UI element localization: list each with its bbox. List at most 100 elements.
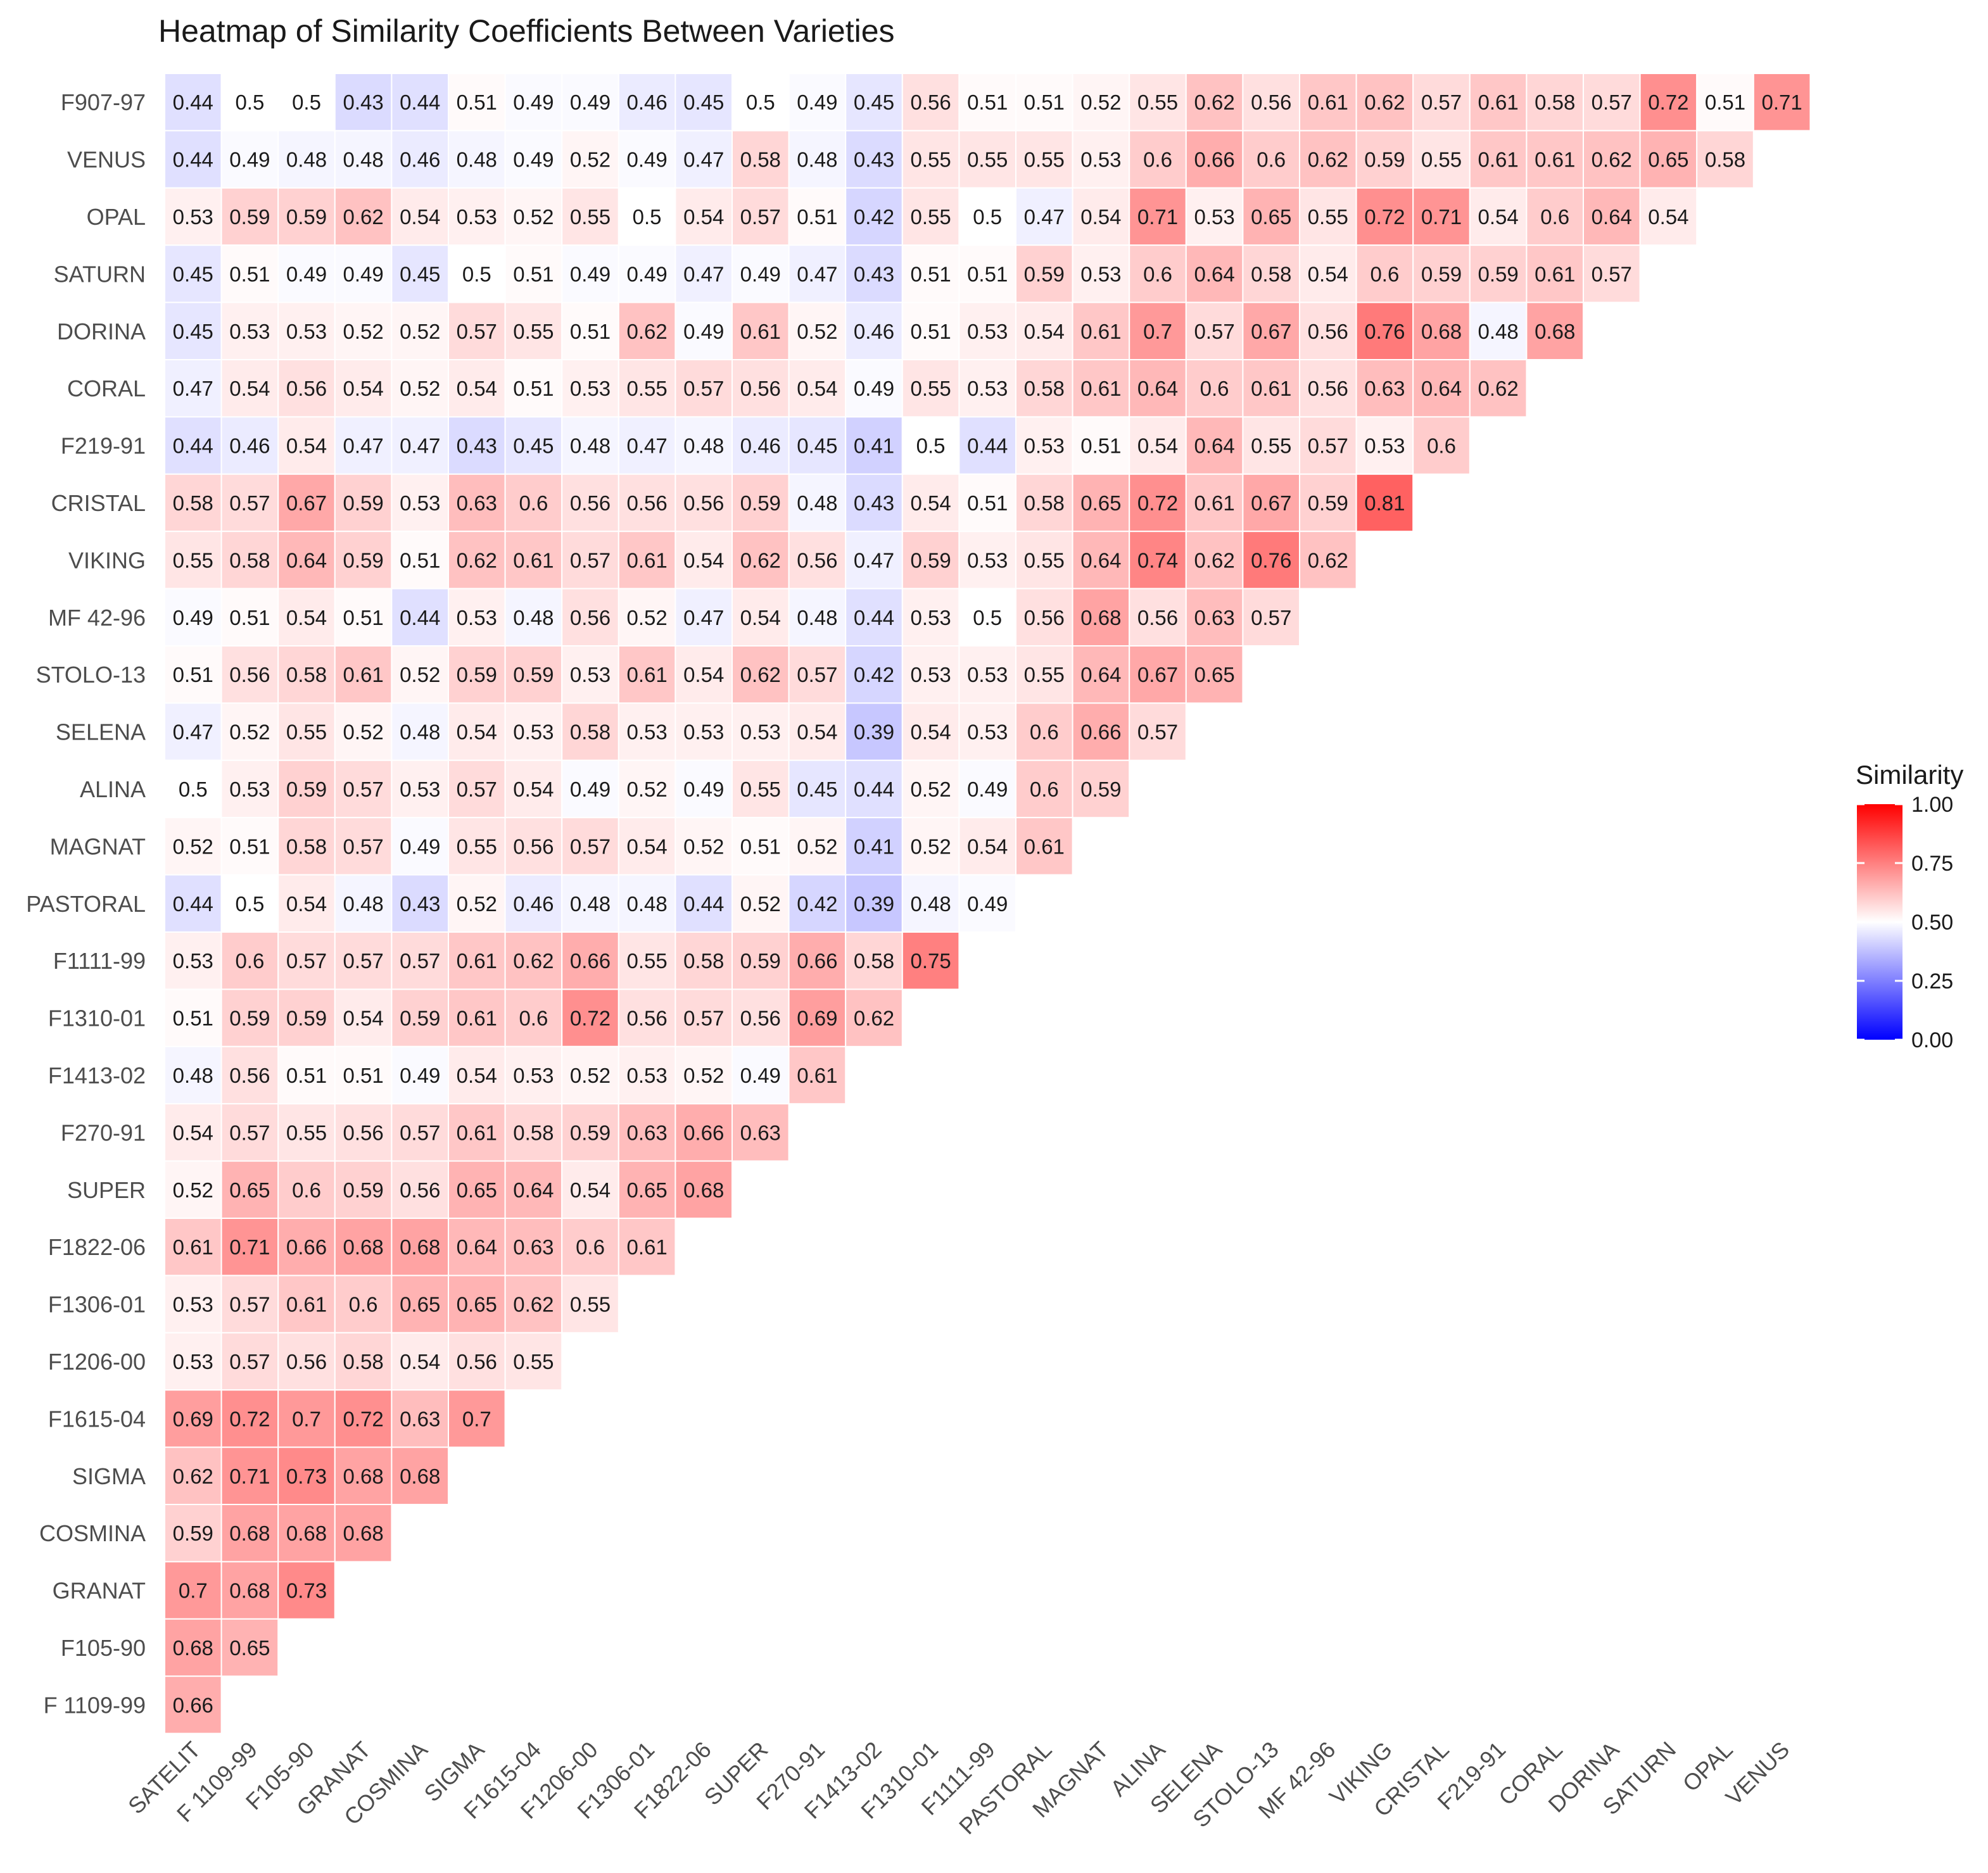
cell-value-label: 0.63 [1194,606,1234,629]
cell-value-label: 0.59 [286,1007,327,1030]
cell-value-label: 0.47 [626,434,667,458]
heatmap-cell [277,874,336,933]
cell-value-label: 0.55 [1137,91,1178,114]
heatmap-cell [1469,244,1528,303]
row-tick-label: VIKING [68,547,146,573]
cell-value-label: 0.71 [229,1465,270,1488]
heatmap-cell [220,187,279,246]
cell-value-label: 0.52 [570,1064,611,1087]
cell-value-label: 0.39 [854,721,894,744]
cell-value-label: 0.67 [286,491,327,515]
heatmap-cell [617,1103,676,1162]
heatmap-cell [845,187,903,246]
cell-value-label: 0.7 [1143,320,1172,343]
row-tick-label: F1310-01 [48,1006,146,1031]
cell-value-label: 0.49 [797,91,837,114]
heatmap-cell [164,1504,222,1563]
heatmap-cell [617,817,676,876]
heatmap-cell [1129,244,1187,303]
heatmap-cell [1072,187,1130,246]
cell-value-label: 0.61 [1308,91,1348,114]
heatmap-cell [504,531,563,590]
cell-value-label: 0.57 [1137,721,1178,744]
cell-value-label: 0.49 [854,377,894,400]
heatmap-cell [391,1332,450,1391]
cell-value-label: 0.53 [967,377,1008,400]
heatmap-cell [901,473,960,533]
heatmap-cell [448,73,506,132]
cell-value-label: 0.55 [286,1121,327,1144]
heatmap-cell [788,759,847,819]
cell-value-label: 0.53 [173,205,213,229]
heatmap-cell [164,1160,222,1219]
heatmap-cell [1072,359,1130,418]
heatmap-cell [504,130,563,189]
cell-value-label: 0.57 [400,1121,440,1144]
cell-value-label: 0.49 [400,1064,440,1087]
cell-value-label: 0.58 [570,721,611,744]
cell-value-label: 0.57 [570,835,611,858]
cell-value-label: 0.63 [513,1235,554,1259]
heatmap-cell [788,473,847,533]
cell-value-label: 0.53 [570,663,611,686]
cell-value-label: 0.51 [513,377,554,400]
cell-value-label: 0.49 [626,148,667,172]
cell-value-label: 0.56 [626,1007,667,1030]
heatmap-cell [277,1504,336,1563]
heatmap-cell [277,817,336,876]
cell-value-label: 0.6 [1030,721,1059,744]
cell-value-label: 0.56 [1137,606,1178,629]
cell-value-label: 0.57 [229,491,270,515]
heatmap-cell [901,416,960,475]
heatmap-cell [901,359,960,418]
heatmap-cell [1355,187,1414,246]
cell-value-label: 0.5 [916,434,946,458]
cell-value-label: 0.57 [1592,262,1632,286]
cell-value-label: 0.72 [1364,205,1405,229]
cell-value-label: 0.61 [1024,835,1065,858]
heatmap-cell [1015,73,1073,132]
cell-value-label: 0.52 [683,835,724,858]
cell-value-label: 0.64 [457,1235,497,1259]
cell-value-label: 0.52 [797,320,837,343]
heatmap-cell [277,531,336,590]
cell-value-label: 0.59 [570,1121,611,1144]
cell-value-label: 0.48 [797,606,837,629]
cell-value-label: 0.52 [400,377,440,400]
cell-value-label: 0.52 [910,778,951,801]
heatmap-cell [617,301,676,361]
heatmap-cell [731,301,790,361]
heatmap-cell [277,931,336,990]
heatmap-cell [334,531,393,590]
cell-value-label: 0.67 [1137,663,1178,686]
cell-value-label: 0.59 [740,949,781,973]
cell-value-label: 0.53 [967,320,1008,343]
heatmap-cell [845,531,903,590]
heatmap-cell [617,1218,676,1277]
cell-value-label: 0.46 [740,434,781,458]
cell-value-label: 0.51 [173,1007,213,1030]
cell-value-label: 0.53 [400,778,440,801]
cell-value-label: 0.51 [570,320,611,343]
cell-value-label: 0.53 [1080,262,1121,286]
heatmap-cell [504,359,563,418]
cell-value-label: 0.48 [570,892,611,916]
cell-value-label: 0.43 [400,892,440,916]
cell-value-label: 0.61 [1080,320,1121,343]
cell-value-label: 0.51 [1024,91,1065,114]
cell-value-label: 0.59 [1364,148,1405,172]
heatmap-cell [220,1332,279,1391]
cell-value-label: 0.55 [1024,663,1065,686]
heatmap-cell [901,73,960,132]
heatmap-cell [164,988,222,1047]
row-tick-label: ALINA [80,776,146,802]
heatmap-cell [448,301,506,361]
cell-value-label: 0.49 [570,91,611,114]
cell-value-label: 0.57 [683,377,724,400]
heatmap-cell [1242,73,1301,132]
cell-value-label: 0.62 [1194,548,1234,572]
heatmap-cell [504,416,563,475]
cell-value-label: 0.52 [457,892,497,916]
heatmap-cell [391,702,450,761]
heatmap-cell [334,187,393,246]
